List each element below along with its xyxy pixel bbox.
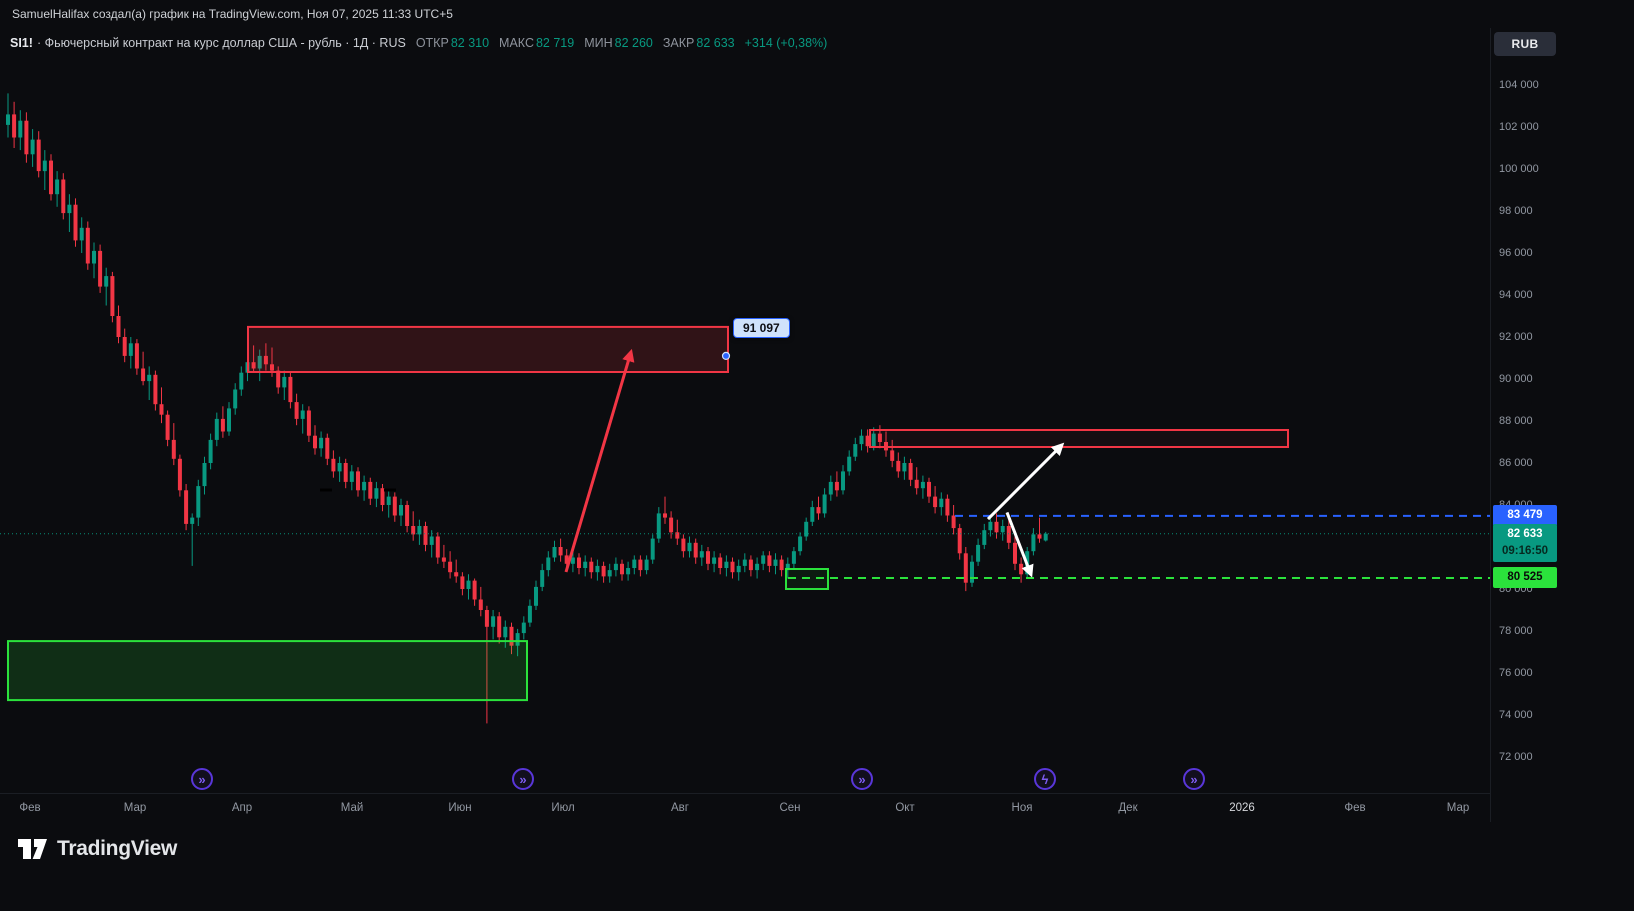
countdown-timer: 09:16:50	[1501, 544, 1549, 557]
symbol-description: · Фьючерсный контракт на курс доллар США…	[36, 36, 406, 50]
attribution-bar: SamuelHalifax создал(а) график на Tradin…	[0, 0, 1634, 28]
time-axis-label: Ноя	[1011, 802, 1033, 814]
price-axis-label: 92 000	[1499, 331, 1533, 343]
ohlc-high-value: 82 719	[535, 36, 575, 50]
price-axis-label: 98 000	[1499, 205, 1533, 217]
time-axis-label: Апр	[231, 802, 253, 814]
time-axis-label: 2026	[1229, 802, 1255, 814]
time-axis[interactable]: Фев Мар Апр Май Июн Июл Авг Сен Окт Ноя Дек 2026 Фев…	[0, 793, 1490, 823]
symbol-name: SI1!	[10, 36, 33, 50]
green-line-price-tag[interactable]: 80 525	[1493, 567, 1557, 588]
currency-button[interactable]: RUB	[1494, 32, 1556, 56]
timeline-marker-lightning[interactable]: ϟ	[1034, 768, 1056, 790]
price-axis-label: 86 000	[1499, 457, 1533, 469]
price-axis[interactable]: 83 479 82 633 09:16:50 80 525 104 000 102…	[1490, 28, 1634, 822]
time-axis-label: Окт	[895, 802, 915, 814]
price-axis-label: 102 000	[1499, 121, 1539, 133]
chart-area: SI1! · Фьючерсный контракт на курс долла…	[0, 28, 1634, 822]
time-axis-label: Дек	[1118, 802, 1138, 814]
time-axis-label: Мар	[123, 802, 147, 814]
current-price-value: 82 633	[1507, 527, 1543, 540]
price-chart[interactable]	[0, 28, 1490, 793]
time-axis-label: Май	[340, 802, 364, 814]
ohlc-high-label: МАКС	[499, 36, 534, 50]
timeline-marker-double-chevron[interactable]: »	[512, 768, 534, 790]
price-axis-label: 104 000	[1499, 79, 1539, 91]
time-axis-label: Июл	[551, 802, 575, 814]
current-price-tag[interactable]: 82 633 09:16:50	[1493, 523, 1557, 562]
price-axis-label: 74 000	[1499, 709, 1533, 721]
price-callout[interactable]: 91 097	[733, 318, 790, 338]
ohlc-open-label: ОТКР	[415, 36, 449, 50]
ohlc-low-label: МИН	[584, 36, 613, 50]
tradingview-logo-text: TradingView	[57, 837, 178, 860]
time-axis-label: Июн	[448, 802, 472, 814]
ohlc-close-value: 82 633	[696, 36, 735, 50]
tradingview-logo-mark	[18, 839, 47, 859]
symbol-info: SI1! · Фьючерсный контракт на курс долла…	[10, 36, 827, 50]
time-axis-label: Сен	[779, 802, 801, 814]
time-axis-label: Мар	[1446, 802, 1470, 814]
price-axis-label: 76 000	[1499, 667, 1533, 679]
time-axis-label: Фев	[19, 802, 41, 814]
ohlc-open-value: 82 310	[450, 36, 490, 50]
ohlc-low-value: 82 260	[614, 36, 653, 50]
price-axis-label: 72 000	[1499, 751, 1533, 763]
timeline-marker-double-chevron[interactable]: »	[851, 768, 873, 790]
time-axis-label: Авг	[671, 802, 689, 814]
timeline-marker-double-chevron[interactable]: »	[191, 768, 213, 790]
attribution-text: SamuelHalifax создал(а) график на Tradin…	[12, 7, 453, 21]
price-axis-label: 94 000	[1499, 289, 1533, 301]
price-axis-label: 100 000	[1499, 163, 1539, 175]
price-axis-label: 88 000	[1499, 415, 1533, 427]
tradingview-logo[interactable]: TradingView	[16, 836, 177, 862]
bottom-bar: TradingView	[0, 822, 1634, 911]
price-axis-label: 90 000	[1499, 373, 1533, 385]
time-axis-label: Фев	[1344, 802, 1366, 814]
price-axis-label: 96 000	[1499, 247, 1533, 259]
ohlc-close-label: ЗАКР	[662, 36, 695, 50]
timeline-marker-double-chevron[interactable]: »	[1183, 768, 1205, 790]
price-axis-label: 78 000	[1499, 625, 1533, 637]
blue-line-price-tag[interactable]: 83 479	[1493, 504, 1557, 526]
price-change: +314 (+0,38%)	[744, 36, 828, 50]
